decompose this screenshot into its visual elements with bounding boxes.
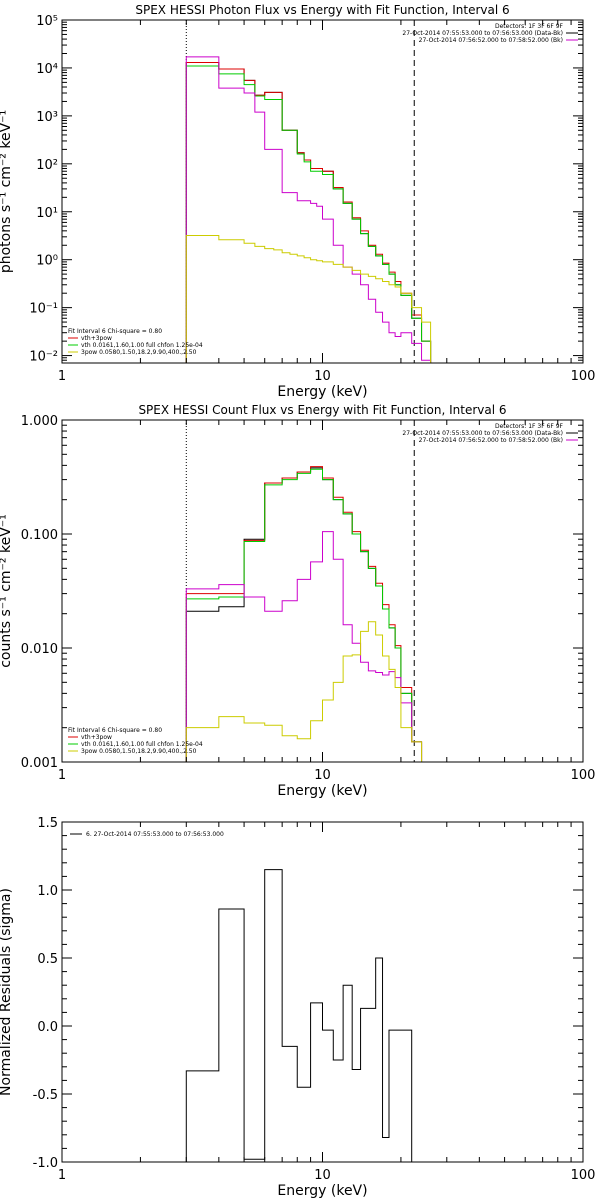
- y-tick-label: 10¹: [36, 206, 58, 221]
- legend-entry: Fit Interval 6 Chi-square = 0.80: [68, 727, 162, 734]
- y-tick-label: 0.0: [37, 1020, 58, 1035]
- legend-entry: 27-Oct-2014 07:56:52.000 to 07:58:52.000…: [419, 37, 563, 44]
- y-tick-label: 10³: [36, 110, 58, 125]
- y-tick-label: 10⁵: [36, 14, 58, 29]
- y-tick-label: 10⁴: [36, 62, 58, 77]
- y-tick-label: 1.5: [37, 816, 58, 831]
- chart-panel-1: SPEX HESSI Photon Flux vs Energy with Fi…: [0, 3, 595, 400]
- chart-panel-2: SPEX HESSI Count Flux vs Energy with Fit…: [0, 403, 595, 799]
- legend-entry: 27-Oct-2014 07:55:53.000 to 07:56:53.000…: [402, 430, 563, 437]
- legend-entry: Detectors: 1F 3F 6F 9F: [495, 23, 564, 30]
- series-line-5: [185, 621, 423, 762]
- legend-entry: vth 0.0161,1.60,1.00 full chfon 1.25e-04: [81, 741, 203, 748]
- y-tick-label: 0.5: [37, 952, 58, 967]
- y-axis-label: Normalized Residuals (sigma): [0, 888, 14, 1096]
- y-axis-label: counts s⁻¹ cm⁻² keV⁻¹: [0, 514, 14, 668]
- y-tick-label: 10²: [36, 158, 58, 173]
- y-tick-label: 1.000: [21, 414, 58, 429]
- legend-entry: Detectors: 1F 3F 6F 9F: [495, 423, 564, 430]
- x-tick-label: 100: [571, 768, 596, 783]
- series-line-3: [185, 65, 432, 363]
- x-tick-label: 10: [314, 768, 331, 783]
- y-tick-label: -1.0: [33, 1156, 58, 1171]
- y-tick-label: 1.0: [37, 884, 58, 899]
- legend-entry: 6. 27-Oct-2014 07:55:53.000 to 07:56:53.…: [86, 831, 224, 838]
- x-tick-label: 10: [314, 1168, 331, 1183]
- y-tick-label: 10⁻²: [29, 350, 58, 365]
- legend-entry: Fit Interval 6 Chi-square = 0.80: [68, 328, 162, 335]
- y-tick-label: -0.5: [33, 1088, 58, 1103]
- legend-entry: 3pow 0.0580,1.50,18.2,9.90,400.,2.50: [81, 349, 197, 356]
- series-line-5: [185, 234, 432, 363]
- x-tick-label: 1: [58, 369, 66, 384]
- legend-entry: vth+3pow: [81, 335, 112, 342]
- series-line-3: [185, 468, 423, 762]
- x-axis-label: Energy (keV): [277, 1183, 367, 1199]
- legend-entry: vth 0.0161,1.60,1.00 full chfon 1.25e-04: [81, 342, 203, 349]
- y-tick-label: 0.001: [21, 756, 58, 771]
- series-line-1: [185, 869, 413, 1162]
- y-tick-label: 0.100: [21, 528, 58, 543]
- x-axis-label: Energy (keV): [277, 783, 367, 799]
- legend-entry: vth+3pow: [81, 734, 112, 741]
- y-tick-label: 0.010: [21, 642, 58, 657]
- x-tick-label: 100: [571, 1168, 596, 1183]
- legend-entry: 27-Oct-2014 07:56:52.000 to 07:58:52.000…: [419, 437, 563, 444]
- y-tick-label: 10⁰: [36, 254, 58, 269]
- chart-title: SPEX HESSI Photon Flux vs Energy with Fi…: [135, 3, 509, 17]
- y-tick-label: 10⁻¹: [29, 302, 58, 317]
- x-tick-label: 10: [314, 369, 331, 384]
- x-tick-label: 1: [58, 768, 66, 783]
- chart-title: SPEX HESSI Count Flux vs Energy with Fit…: [138, 403, 506, 417]
- legend-entry: 3pow 0.0580,1.50,18.2,9.90,400.,2.50: [81, 748, 197, 755]
- x-tick-label: 100: [571, 369, 596, 384]
- chart-panel-3: 1 10 100 -1.0 -0.5 0.0 0.5 1.0 1.5 Energy (keV) No…: [0, 816, 595, 1199]
- series-line-4: [185, 56, 432, 363]
- x-axis-label: Energy (keV): [277, 384, 367, 400]
- y-axis-label: photons s⁻¹ cm⁻² keV⁻¹: [0, 110, 14, 273]
- legend-entry: 27-Oct-2014 07:55:53.000 to 07:56:53.000…: [402, 30, 563, 37]
- x-tick-label: 1: [58, 1168, 66, 1183]
